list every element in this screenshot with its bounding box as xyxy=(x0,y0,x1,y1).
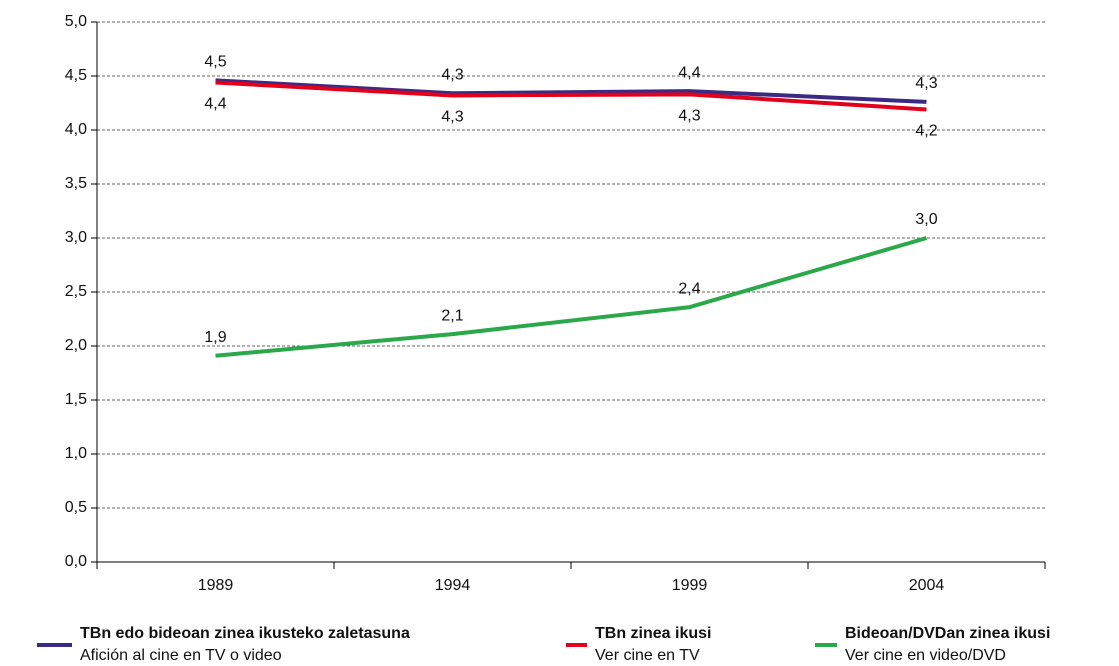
legend-name: TBn zinea ikusi xyxy=(595,625,711,642)
data-label: 2,4 xyxy=(678,280,700,297)
y-tick-label: 5,0 xyxy=(65,13,87,30)
data-label: 2,1 xyxy=(441,307,463,324)
x-tick-label: 2004 xyxy=(909,577,945,594)
data-label: 4,3 xyxy=(915,75,937,92)
legend-translation: Ver cine en video/DVD xyxy=(845,647,1006,664)
x-tick-label: 1999 xyxy=(672,577,708,594)
x-tick-label: 1994 xyxy=(435,577,471,594)
y-tick-label: 2,0 xyxy=(65,337,87,354)
legend-name: Bideoan/DVDan zinea ikusi xyxy=(845,625,1050,642)
line xyxy=(215,78,927,104)
data-label: 4,3 xyxy=(441,66,463,83)
line xyxy=(215,236,928,358)
data-label: 4,4 xyxy=(204,96,226,113)
y-tick-label: 1,5 xyxy=(65,391,87,408)
y-tick-label: 4,5 xyxy=(65,67,87,84)
data-label: 4,3 xyxy=(678,108,700,125)
data-label: 4,3 xyxy=(441,109,463,126)
y-tick-label: 0,5 xyxy=(65,499,87,516)
y-tick-label: 3,5 xyxy=(65,175,87,192)
data-label: 4,5 xyxy=(204,54,226,71)
y-tick-label: 0,0 xyxy=(65,553,87,570)
legend-translation: Afición al cine en TV o video xyxy=(80,647,282,664)
y-tick-label: 2,5 xyxy=(65,283,87,300)
data-label: 1,9 xyxy=(204,329,226,346)
line xyxy=(215,80,927,112)
data-label: 4,4 xyxy=(678,64,700,81)
x-tick-label: 1989 xyxy=(198,577,234,594)
legend-name: TBn edo bideoan zinea ikusteko zaletasun… xyxy=(80,625,410,642)
y-tick-label: 3,0 xyxy=(65,229,87,246)
y-tick-label: 1,0 xyxy=(65,445,87,462)
legend-translation: Ver cine en TV xyxy=(595,647,700,664)
data-label: 4,2 xyxy=(915,123,937,140)
data-label: 3,0 xyxy=(915,211,937,228)
y-tick-label: 4,0 xyxy=(65,121,87,138)
